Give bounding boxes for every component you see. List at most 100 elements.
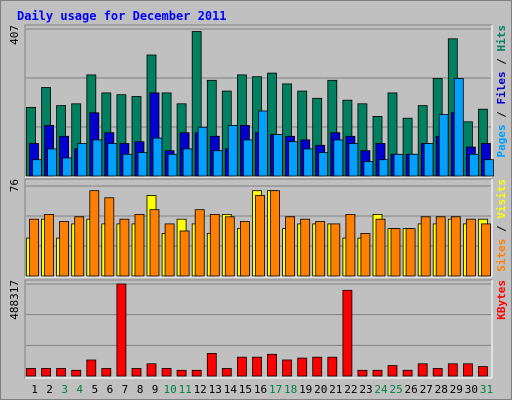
bar-kbytes-day-30	[462, 363, 473, 377]
bar-pages-day-20	[318, 152, 329, 177]
bar-kbytes-day-9	[146, 363, 157, 377]
bar-kbytes-day-24	[372, 369, 383, 377]
bar-kbytes-day-17	[267, 353, 277, 377]
bar-kbytes-day-11	[176, 369, 187, 377]
bar-sites-day-12	[194, 209, 205, 277]
bar-pages-day-5	[92, 139, 103, 177]
bar-pages-day-12	[197, 126, 208, 177]
bar-kbytes-day-7	[116, 283, 127, 377]
x-tick-label-day-9: 9	[152, 383, 159, 396]
bar-kbytes-day-21	[327, 356, 338, 377]
y-axis-label-part: Hits	[495, 25, 508, 52]
bar-sites-day-13	[209, 213, 220, 277]
bar-sites-day-7	[119, 218, 130, 277]
y-axis-label-part: /	[495, 52, 508, 72]
bar-sites-day-22	[345, 213, 356, 277]
bar-kbytes-day-10	[161, 368, 172, 377]
bar-kbytes-day-31	[477, 366, 488, 377]
bar-kbytes-day-28	[432, 368, 443, 377]
bar-pages-day-2	[47, 148, 57, 177]
x-tick-label-day-25: 25	[389, 383, 402, 396]
bar-sites-day-17	[270, 190, 280, 277]
bar-sites-day-18	[285, 216, 296, 277]
bar-pages-day-27	[423, 143, 434, 177]
bar-sites-day-9	[149, 209, 160, 277]
bar-pages-day-25	[393, 153, 404, 177]
x-tick-label-day-26: 26	[404, 383, 417, 396]
bar-kbytes-day-23	[357, 369, 368, 377]
bar-kbytes-day-1	[26, 368, 36, 377]
bar-kbytes-day-2	[41, 368, 51, 377]
y-axis-label-part: Pages	[495, 124, 508, 157]
chart-title: Daily usage for December 2011	[17, 9, 227, 23]
bar-kbytes-day-19	[297, 357, 308, 377]
x-tick-label-day-20: 20	[314, 383, 327, 396]
bar-kbytes-day-14	[221, 368, 232, 377]
bar-pages-day-19	[303, 148, 314, 177]
bar-sites-day-23	[360, 232, 371, 277]
bar-sites-day-21	[330, 223, 341, 277]
bar-sites-day-3	[59, 221, 69, 277]
y-axis-label-part: Visits	[495, 179, 508, 219]
bar-sites-day-25	[390, 228, 401, 277]
y-axis-label-part: Files	[495, 71, 508, 104]
x-tick-label-day-10: 10	[163, 383, 176, 396]
bar-pages-day-31	[483, 159, 494, 177]
bar-kbytes-day-13	[206, 352, 217, 377]
x-tick-label-day-13: 13	[209, 383, 222, 396]
bar-pages-day-6	[107, 143, 118, 177]
panel-kbytes: 488317 KBytes	[8, 279, 508, 379]
y-max-label: 76	[8, 179, 21, 192]
bar-kbytes-day-8	[131, 368, 142, 377]
bar-pages-day-9	[152, 137, 163, 177]
bar-sites-day-30	[465, 218, 476, 277]
x-tick-label-day-19: 19	[299, 383, 312, 396]
x-tick-label-day-28: 28	[435, 383, 448, 396]
x-tick-label-day-1: 1	[31, 383, 38, 396]
bar-sites-day-2	[44, 213, 54, 277]
x-tick-label-day-31: 31	[480, 383, 493, 396]
x-tick-label-day-30: 30	[465, 383, 478, 396]
x-tick-label-day-16: 16	[254, 383, 267, 396]
bar-pages-day-4	[77, 143, 88, 177]
bar-sites-day-19	[300, 218, 311, 277]
bar-kbytes-day-5	[86, 359, 97, 377]
x-tick-label-day-5: 5	[91, 383, 98, 396]
y-axis-label-part: /	[495, 219, 508, 239]
x-tick-label-day-21: 21	[329, 383, 342, 396]
bar-sites-day-15	[239, 221, 250, 277]
bar-sites-day-26	[405, 228, 416, 277]
bar-kbytes-day-3	[56, 368, 66, 377]
bar-sites-day-8	[134, 213, 145, 277]
bar-kbytes-day-27	[417, 363, 428, 377]
bar-kbytes-day-29	[447, 363, 458, 377]
bar-pages-day-29	[453, 78, 464, 177]
bar-kbytes-day-20	[312, 356, 323, 377]
x-tick-label-day-11: 11	[179, 383, 192, 396]
x-tick-label-day-6: 6	[107, 383, 114, 396]
x-tick-label-day-15: 15	[239, 383, 252, 396]
bar-pages-day-30	[468, 153, 479, 177]
x-tick-label-day-18: 18	[284, 383, 297, 396]
bar-pages-day-15	[242, 139, 253, 177]
bar-sites-day-24	[375, 218, 386, 277]
bar-pages-day-18	[288, 141, 299, 177]
bar-sites-day-5	[89, 190, 100, 277]
bar-kbytes-day-6	[101, 368, 112, 377]
x-tick-label-day-22: 22	[344, 383, 357, 396]
y-axis-label-part: KBytes	[495, 280, 508, 320]
bar-pages-day-1	[32, 159, 42, 177]
bar-sites-day-20	[315, 221, 326, 277]
bar-sites-day-4	[74, 216, 85, 277]
bar-pages-day-23	[363, 161, 374, 177]
x-tick-label-day-24: 24	[374, 383, 388, 396]
bar-sites-day-16	[255, 195, 265, 277]
bar-kbytes-day-22	[342, 289, 353, 377]
x-tick-label-day-27: 27	[420, 383, 433, 396]
bar-pages-day-11	[182, 148, 193, 177]
bar-kbytes-day-26	[402, 369, 413, 377]
bar-pages-day-21	[333, 139, 344, 177]
bar-kbytes-day-15	[236, 356, 247, 377]
y-max-label: 488317	[8, 280, 21, 320]
